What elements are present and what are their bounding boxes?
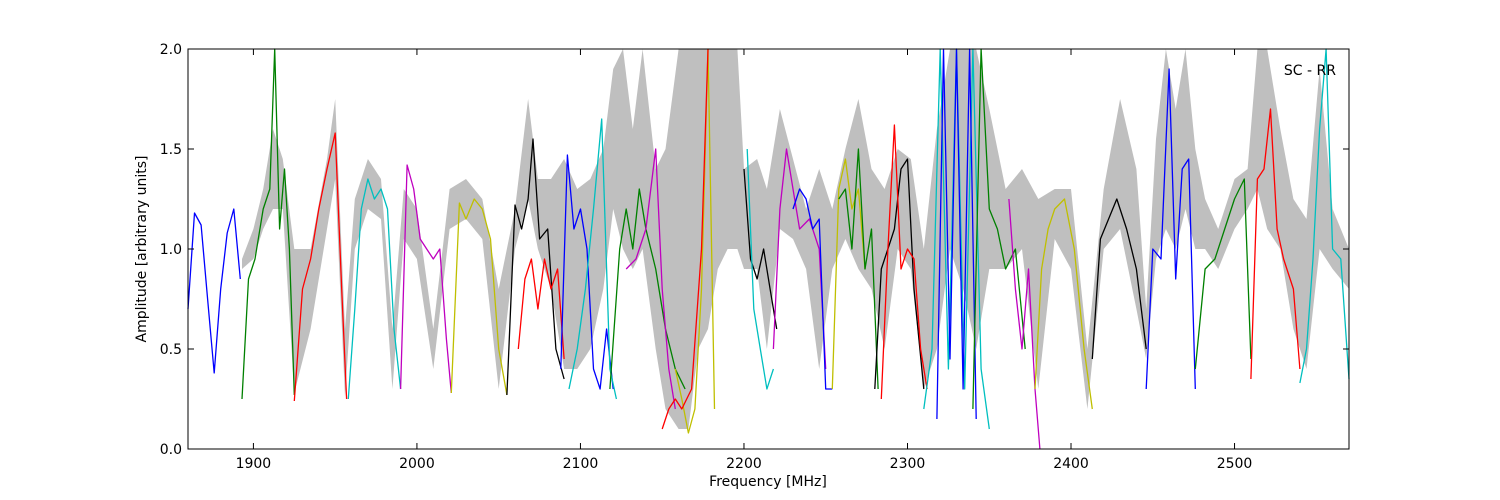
x-tick-label: 2200 xyxy=(726,456,762,472)
series-line-16 xyxy=(772,148,827,370)
x-tick-label: 1900 xyxy=(236,456,272,472)
series-line-7 xyxy=(517,258,565,360)
y-tick-label: 2.0 xyxy=(160,42,182,58)
series-line-8 xyxy=(560,154,614,390)
y-ticks: 0.0 0.5 1.0 1.5 2.0 xyxy=(160,42,1349,458)
series-line-30 xyxy=(1250,108,1301,380)
series-line-25 xyxy=(1008,198,1041,450)
y-tick-label: 1.0 xyxy=(160,242,182,258)
series-line-9 xyxy=(568,118,618,400)
x-ticks: 1900 2000 2100 2200 2300 2400 2500 xyxy=(236,49,1253,472)
y-tick-label: 0.0 xyxy=(160,442,182,458)
chart-annotation: SC - RR xyxy=(1284,63,1336,79)
y-tick-label: 1.5 xyxy=(160,142,182,158)
series-line-31 xyxy=(1299,48,1350,384)
series-line-28 xyxy=(1145,68,1196,390)
x-tick-label: 2500 xyxy=(1217,456,1253,472)
series-line-27 xyxy=(1091,198,1147,360)
series-line-6 xyxy=(506,138,565,396)
series-line-0 xyxy=(187,208,241,374)
series-line-15 xyxy=(746,148,775,390)
y-tick-label: 0.5 xyxy=(160,342,182,358)
series-line-1 xyxy=(241,48,295,400)
envelope-band xyxy=(242,49,1349,429)
series-line-4 xyxy=(399,164,452,394)
series-line-14 xyxy=(743,168,778,330)
series-line-19 xyxy=(838,148,879,390)
series-line-17 xyxy=(792,188,833,390)
y-axis-label: Amplitude [arbitrary units] xyxy=(134,156,150,343)
series-line-2 xyxy=(293,132,348,402)
series-line-10 xyxy=(609,188,686,390)
series-layer xyxy=(187,48,1350,450)
x-tick-label: 2300 xyxy=(890,456,926,472)
x-tick-label: 2000 xyxy=(399,456,435,472)
series-line-29 xyxy=(1194,178,1252,370)
series-line-5 xyxy=(450,198,508,396)
series-line-13 xyxy=(661,48,709,430)
x-tick-label: 2400 xyxy=(1053,456,1089,472)
x-tick-label: 2100 xyxy=(563,456,599,472)
series-line-26 xyxy=(1034,198,1093,410)
series-line-11 xyxy=(625,148,676,410)
envelope-layer xyxy=(242,49,1349,429)
series-line-3 xyxy=(347,178,402,400)
x-axis-label: Frequency [MHz] xyxy=(709,474,827,490)
series-line-18 xyxy=(831,158,866,390)
series-line-21 xyxy=(880,124,928,400)
